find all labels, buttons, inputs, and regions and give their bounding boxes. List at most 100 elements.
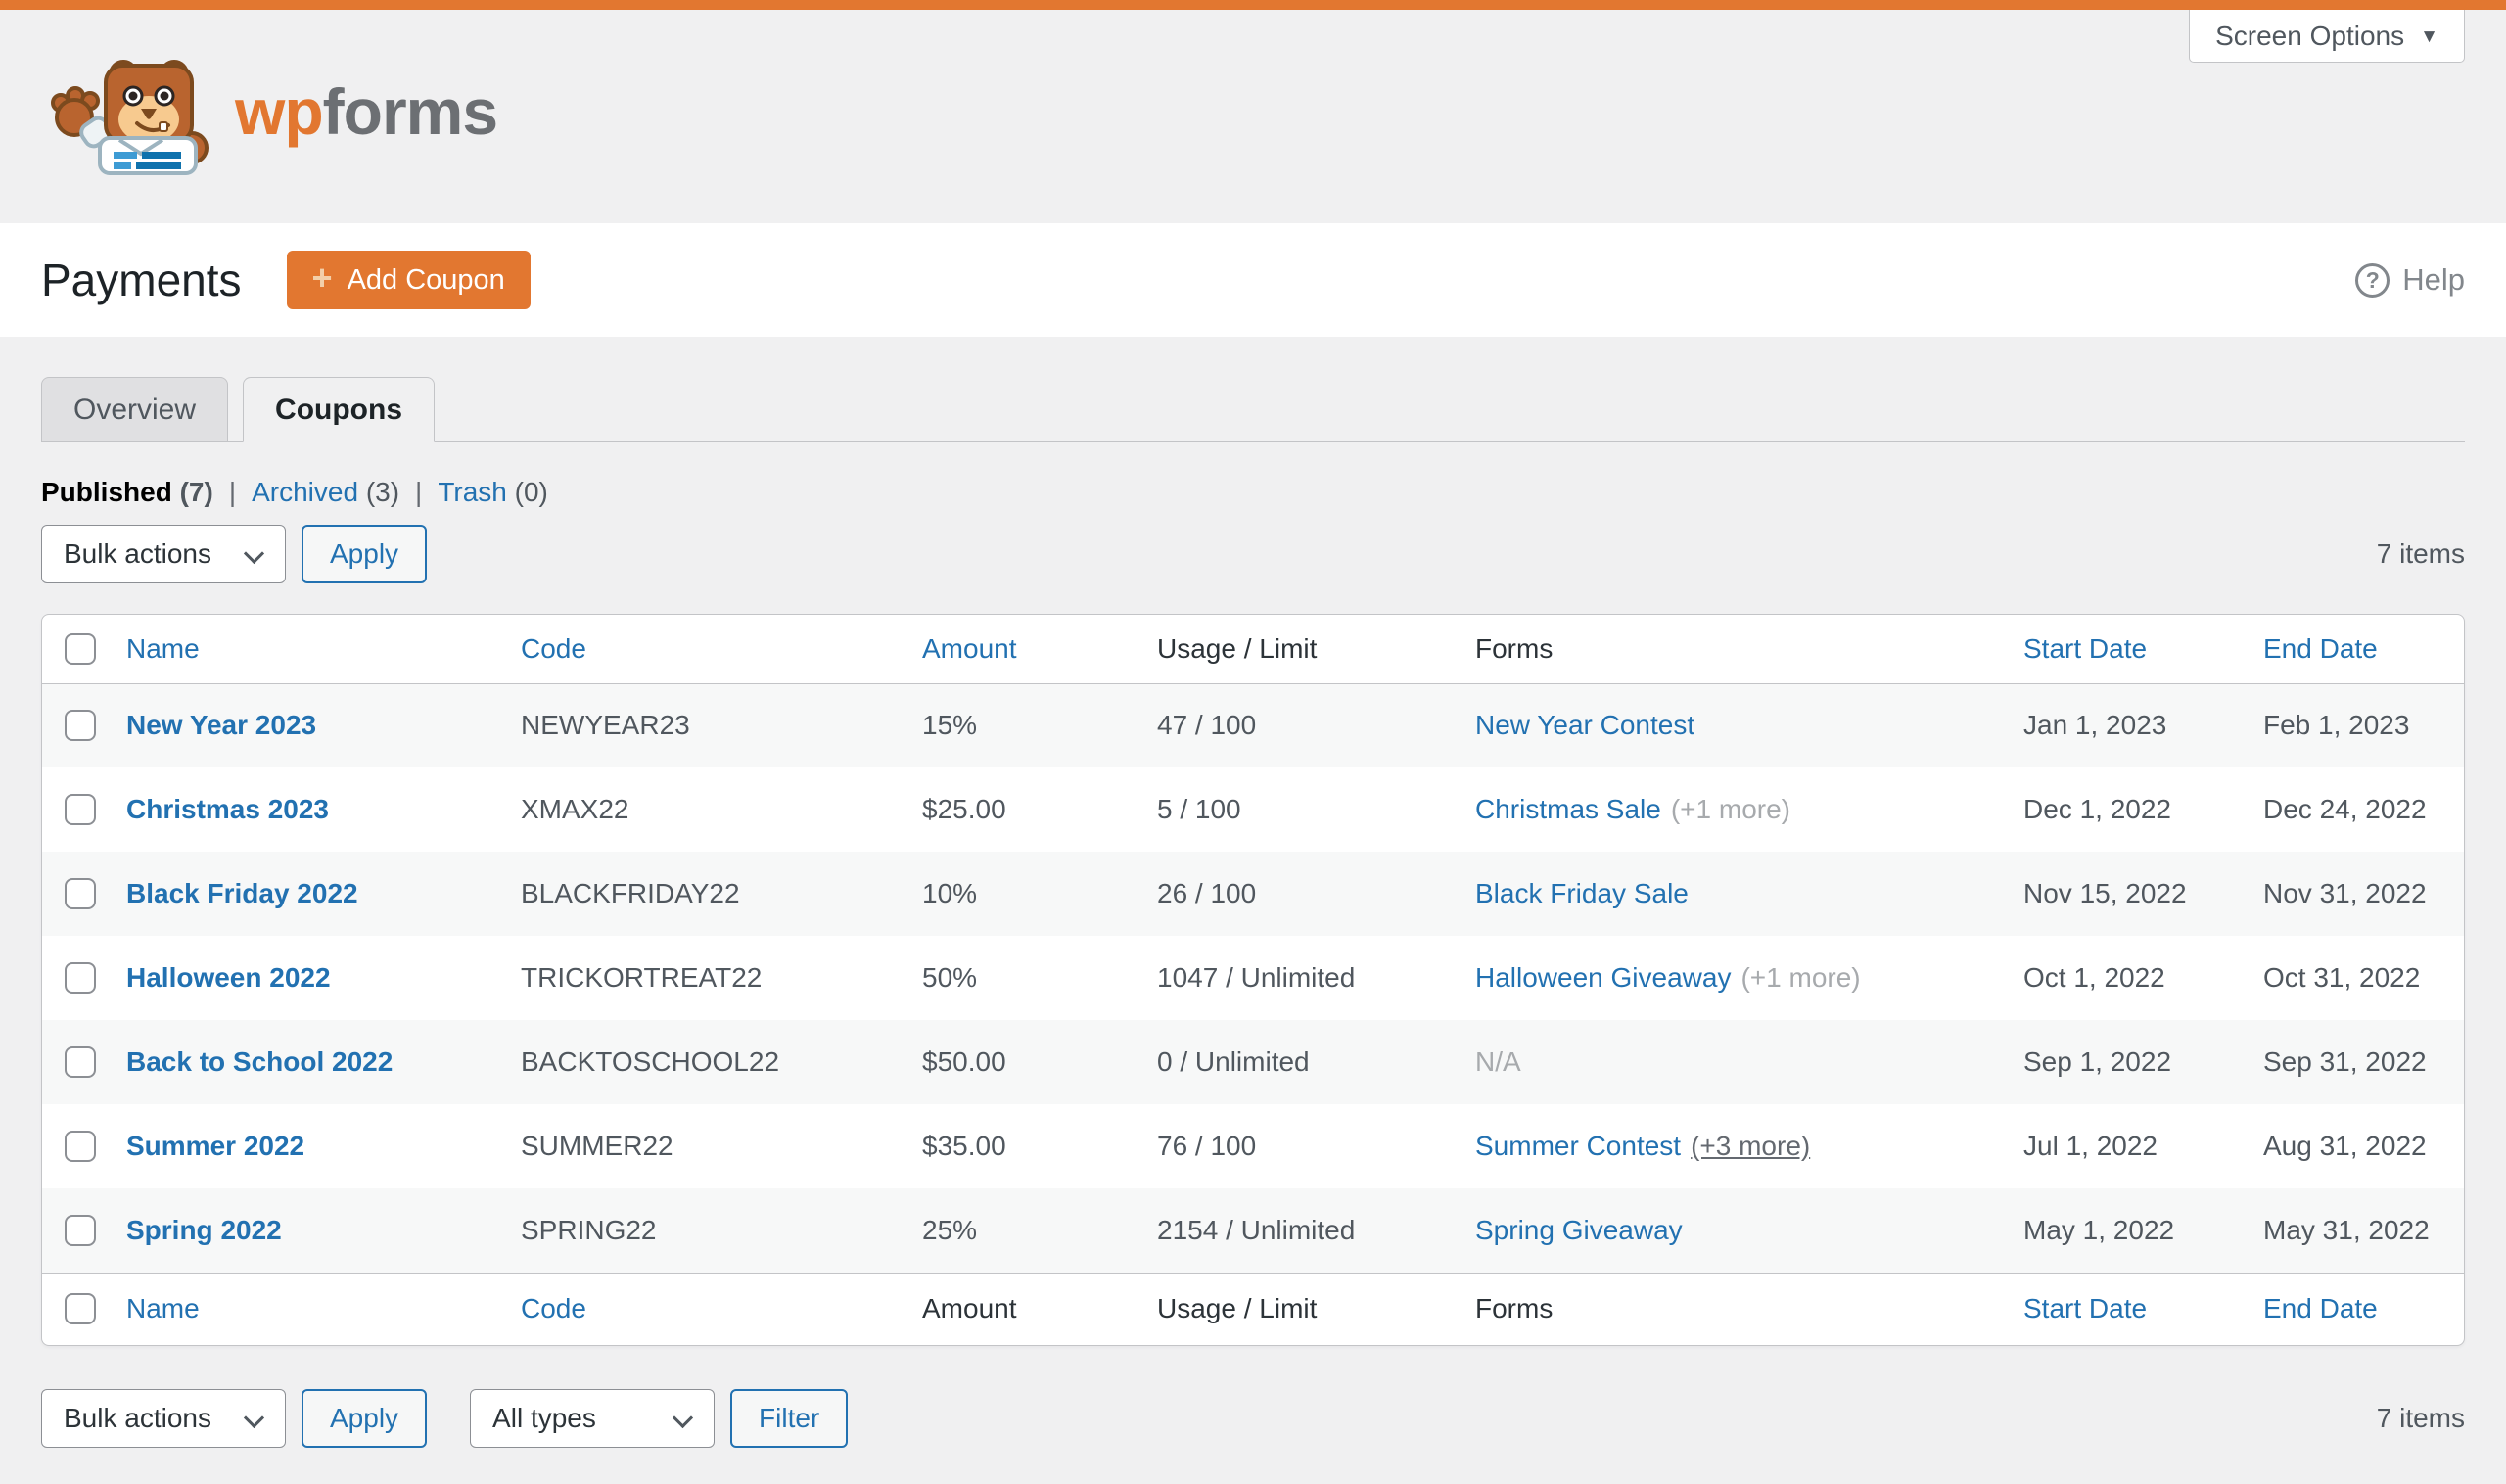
column-header-end-date[interactable]: End Date <box>2263 1293 2378 1324</box>
row-checkbox[interactable] <box>65 878 96 909</box>
coupon-usage-limit: 5 / 100 <box>1157 794 1241 824</box>
start-date: Dec 1, 2022 <box>2023 794 2171 824</box>
start-date: Sep 1, 2022 <box>2023 1046 2172 1077</box>
tab-coupons[interactable]: Coupons <box>243 377 436 442</box>
coupon-row: Halloween 2022 TRICKORTREAT22 50% 1047 / Un… <box>42 936 2464 1020</box>
start-date: Jul 1, 2022 <box>2023 1131 2158 1161</box>
row-checkbox[interactable] <box>65 794 96 825</box>
form-more-label: (+1 more) <box>1670 794 1790 824</box>
top-toolbar: Bulk actions Apply 7 items <box>41 525 2465 583</box>
filter-published[interactable]: Published (7) <box>41 477 213 507</box>
coupon-amount: 10% <box>922 878 978 908</box>
column-header-start-date[interactable]: Start Date <box>2023 1293 2148 1324</box>
archived-count: (3) <box>365 477 400 507</box>
column-header-amount: Amount <box>922 1293 1017 1324</box>
bottom-toolbar: Bulk actions Apply All types Filter 7 it… <box>41 1389 2465 1448</box>
coupon-name-link[interactable]: Spring 2022 <box>126 1214 282 1245</box>
coupon-name-link[interactable]: Halloween 2022 <box>126 962 331 993</box>
coupon-row: New Year 2023 NEWYEAR23 15% 47 / 100 New Yea… <box>42 683 2464 767</box>
coupon-usage-limit: 26 / 100 <box>1157 878 1257 908</box>
bulk-actions-value: Bulk actions <box>64 538 211 569</box>
coupon-usage-limit: 0 / Unlimited <box>1157 1046 1310 1077</box>
column-header-amount[interactable]: Amount <box>922 632 1017 664</box>
start-date: Nov 15, 2022 <box>2023 878 2187 908</box>
form-link[interactable]: Spring Giveaway <box>1475 1214 1683 1245</box>
tab-overview[interactable]: Overview <box>41 377 229 442</box>
chevron-down-icon <box>243 542 265 565</box>
filter-trash[interactable]: Trash (0) <box>438 477 548 507</box>
row-checkbox[interactable] <box>65 710 96 742</box>
coupon-row: Black Friday 2022 BLACKFRIDAY22 10% 26 / 10… <box>42 852 2464 936</box>
column-header-code[interactable]: Code <box>521 632 586 664</box>
coupon-name-link[interactable]: Summer 2022 <box>126 1131 305 1161</box>
form-link[interactable]: Christmas Sale <box>1475 794 1661 824</box>
chevron-down-icon <box>672 1407 694 1429</box>
type-filter-select[interactable]: All types <box>470 1389 716 1448</box>
coupon-code: NEWYEAR23 <box>521 710 690 741</box>
row-checkbox[interactable] <box>65 1046 96 1078</box>
wpforms-logo: wpforms <box>41 58 498 175</box>
column-header-start-date[interactable]: Start Date <box>2023 632 2148 664</box>
published-count: (7) <box>179 477 213 507</box>
column-header-code[interactable]: Code <box>521 1293 586 1324</box>
form-link[interactable]: New Year Contest <box>1475 710 1695 741</box>
table-header: Name Code Amount Usage / Limit Forms Start Da… <box>42 615 2464 684</box>
end-date: Aug 31, 2022 <box>2263 1131 2427 1161</box>
bulk-actions-select-bottom[interactable]: Bulk actions <box>41 1389 286 1448</box>
add-coupon-button[interactable]: + Add Coupon <box>286 251 531 309</box>
page-title: Payments <box>41 255 242 305</box>
select-all-checkbox[interactable] <box>65 632 96 665</box>
coupon-name-link[interactable]: Black Friday 2022 <box>126 878 358 908</box>
row-checkbox[interactable] <box>65 1214 96 1246</box>
coupon-amount: 15% <box>922 710 978 741</box>
end-date: Sep 31, 2022 <box>2263 1046 2427 1077</box>
coupon-row: Christmas 2023 XMAX22 $25.00 5 / 100 Christm… <box>42 767 2464 852</box>
filter-separator: | <box>228 477 237 507</box>
coupons-table: Name Code Amount Usage / Limit Forms Start Da… <box>41 614 2465 1346</box>
form-link[interactable]: Halloween Giveaway <box>1475 962 1732 993</box>
tab-bar: Overview Coupons <box>41 337 2465 442</box>
apply-button-bottom[interactable]: Apply <box>302 1389 428 1448</box>
column-header-forms: Forms <box>1475 1293 1554 1324</box>
form-link[interactable]: Summer Contest <box>1475 1131 1682 1161</box>
coupon-name-link[interactable]: Christmas 2023 <box>126 794 330 824</box>
items-count: 7 items <box>2376 538 2465 569</box>
coupon-amount: $25.00 <box>922 794 1006 824</box>
coupon-usage-limit: 76 / 100 <box>1157 1131 1257 1161</box>
coupon-amount: 50% <box>922 962 978 993</box>
help-link[interactable]: ? Help <box>2355 262 2465 298</box>
bulk-actions-value: Bulk actions <box>64 1403 211 1433</box>
form-more-label[interactable]: (+3 more) <box>1691 1131 1811 1161</box>
row-checkbox[interactable] <box>65 1131 96 1162</box>
wpforms-wordmark: wpforms <box>235 75 498 148</box>
column-header-end-date[interactable]: End Date <box>2263 632 2378 664</box>
bulk-actions-select[interactable]: Bulk actions <box>41 525 286 583</box>
coupon-name-link[interactable]: New Year 2023 <box>126 710 317 741</box>
coupon-name-link[interactable]: Back to School 2022 <box>126 1046 394 1077</box>
add-coupon-label: Add Coupon <box>347 263 505 296</box>
coupon-row: Spring 2022 SPRING22 25% 2154 / Unlimited Sp… <box>42 1188 2464 1273</box>
coupon-code: TRICKORTREAT22 <box>521 962 763 993</box>
filter-archived[interactable]: Archived (3) <box>252 477 400 507</box>
coupon-code: BLACKFRIDAY22 <box>521 878 740 908</box>
form-link[interactable]: Black Friday Sale <box>1475 878 1689 908</box>
end-date: Feb 1, 2023 <box>2263 710 2410 741</box>
start-date: Jan 1, 2023 <box>2023 710 2167 741</box>
items-count: 7 items <box>2376 1403 2465 1433</box>
column-header-name[interactable]: Name <box>126 632 200 664</box>
screen-options-button[interactable]: Screen Options ▼ <box>2189 10 2465 63</box>
column-header-name[interactable]: Name <box>126 1293 200 1324</box>
top-accent-bar <box>0 0 2506 10</box>
select-all-checkbox[interactable] <box>65 1293 96 1325</box>
coupon-amount: $35.00 <box>922 1131 1006 1161</box>
caret-down-icon: ▼ <box>2420 26 2438 47</box>
filter-button[interactable]: Filter <box>730 1389 849 1448</box>
status-filter-list: Published (7) | Archived (3) | Trash (0) <box>41 477 2465 508</box>
header-row: Name Code Amount Usage / Limit Forms Start Da… <box>42 615 2464 684</box>
title-bar: Payments + Add Coupon ? Help <box>0 223 2506 337</box>
brand-header: wpforms Screen Options ▼ <box>0 10 2506 223</box>
apply-button[interactable]: Apply <box>302 525 428 583</box>
row-checkbox[interactable] <box>65 962 96 994</box>
start-date: Oct 1, 2022 <box>2023 962 2165 993</box>
coupon-amount: 25% <box>922 1214 978 1245</box>
